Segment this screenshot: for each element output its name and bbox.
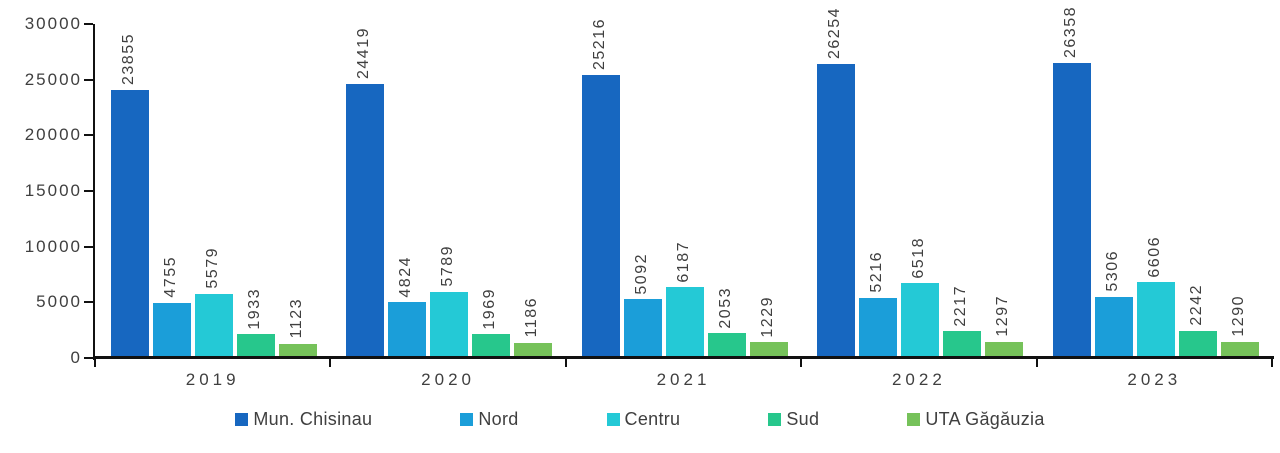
bar-uta-g-g-uzia-2023 xyxy=(1220,341,1259,356)
bar-value-label: 6606 xyxy=(1145,235,1163,278)
bar-centru-2023 xyxy=(1136,282,1175,356)
bar-nord-2019 xyxy=(153,303,191,356)
bar-mun-chisinau-2022 xyxy=(817,63,856,356)
x-axis-label: 2019 xyxy=(185,370,240,389)
y-axis-label: 30000 xyxy=(24,14,82,33)
y-axis-label: 25000 xyxy=(24,69,82,89)
bar-value-label: 2217 xyxy=(952,284,970,327)
y-axis-label: 5000 xyxy=(36,292,82,312)
legend-label: Sud xyxy=(786,409,820,429)
bar-value-label: 26358 xyxy=(1061,5,1079,58)
bar-centru-2021 xyxy=(665,287,704,356)
legend-label: Mun. Chisinau xyxy=(253,409,373,429)
bar-sud-2023 xyxy=(1178,331,1217,356)
y-tick xyxy=(84,245,93,248)
y-axis-label: 15000 xyxy=(24,181,82,200)
x-tick xyxy=(564,359,567,367)
bar-value-label: 26254 xyxy=(826,6,844,59)
bar-value-label: 1123 xyxy=(288,298,305,339)
legend-swatch-icon xyxy=(907,413,921,426)
bar-value-label: 24419 xyxy=(355,27,373,80)
y-axis-label: 10000 xyxy=(24,236,82,256)
x-tick xyxy=(1035,359,1038,367)
bar-mun-chisinau-2020 xyxy=(346,84,385,356)
legend-item-centru: Centru xyxy=(606,409,681,430)
y-tick xyxy=(84,190,93,192)
bar-uta-g-g-uzia-2019 xyxy=(279,343,317,356)
bar-value-label: 5216 xyxy=(868,251,886,293)
bar-uta-g-g-uzia-2022 xyxy=(985,341,1024,356)
bar-value-label: 4755 xyxy=(162,256,179,299)
bar-value-label: 1297 xyxy=(994,294,1012,337)
x-axis-label: 2020 xyxy=(421,370,475,389)
x-axis-label: 2023 xyxy=(1127,370,1182,389)
legend-label: UTA Găgăuzia xyxy=(925,409,1045,429)
x-tick xyxy=(94,359,96,367)
bar-value-label: 23855 xyxy=(120,33,137,86)
bar-sud-2019 xyxy=(237,334,275,356)
legend-swatch-icon xyxy=(235,413,249,426)
y-tick xyxy=(84,78,93,81)
x-axis xyxy=(93,356,1274,359)
bar-value-label: 5306 xyxy=(1103,250,1121,292)
bar-sud-2020 xyxy=(472,334,511,356)
legend: Mun. Chisinau Nord Centru Sud UTA Găgăuzia xyxy=(0,409,1280,430)
y-axis-label: 20000 xyxy=(24,125,82,145)
bar-centru-2020 xyxy=(430,291,469,356)
bar-mun-chisinau-2021 xyxy=(581,75,620,356)
bar-value-label: 2242 xyxy=(1187,284,1205,327)
bar-value-label: 5789 xyxy=(439,244,457,287)
bar-value-label: 1933 xyxy=(246,287,263,330)
bar-nord-2022 xyxy=(859,297,898,356)
legend-item-sud: Sud xyxy=(768,409,819,430)
legend-swatch-icon xyxy=(606,413,620,426)
bar-sud-2022 xyxy=(943,331,982,356)
bar-mun-chisinau-2019 xyxy=(111,90,149,356)
legend-label: Centru xyxy=(624,409,681,429)
bar-sud-2021 xyxy=(707,333,746,356)
x-tick xyxy=(800,359,803,367)
bar-value-label: 1290 xyxy=(1229,295,1247,337)
bar-centru-2019 xyxy=(195,293,233,356)
x-axis-label: 2021 xyxy=(656,370,711,389)
y-axis xyxy=(93,24,95,360)
bar-value-label: 5092 xyxy=(632,252,650,295)
bar-value-label: 6187 xyxy=(674,240,692,283)
bar-value-label: 5579 xyxy=(204,247,221,289)
y-axis-label: 0 xyxy=(70,348,82,367)
legend-item-mun-chisinau: Mun. Chisinau xyxy=(235,409,372,430)
bar-value-label: 1186 xyxy=(523,297,541,338)
x-tick xyxy=(1271,359,1273,367)
bar-value-label: 2053 xyxy=(716,286,734,329)
y-tick xyxy=(84,301,93,304)
legend-item-uta-g-g-uzia: UTA Găgăuzia xyxy=(907,409,1044,430)
bar-nord-2023 xyxy=(1094,296,1133,356)
x-tick xyxy=(329,359,332,367)
y-tick xyxy=(84,357,93,359)
legend-swatch-icon xyxy=(768,413,782,426)
legend-label: Nord xyxy=(478,409,519,429)
y-tick xyxy=(84,23,93,25)
bar-uta-g-g-uzia-2021 xyxy=(749,342,788,356)
bar-centru-2022 xyxy=(901,283,940,356)
x-axis-label: 2022 xyxy=(891,370,946,389)
bar-mun-chisinau-2023 xyxy=(1052,62,1091,356)
y-tick xyxy=(84,134,93,137)
legend-item-nord: Nord xyxy=(460,409,518,430)
bar-uta-g-g-uzia-2020 xyxy=(514,342,553,356)
bar-nord-2021 xyxy=(623,299,662,356)
bar-value-label: 1969 xyxy=(481,287,499,330)
legend-swatch-icon xyxy=(460,413,474,426)
bar-value-label: 4824 xyxy=(397,255,415,298)
bar-value-label: 1229 xyxy=(758,295,776,338)
bar-nord-2020 xyxy=(388,302,427,356)
bar-value-label: 6518 xyxy=(910,236,928,279)
bar-value-label: 25216 xyxy=(590,18,608,71)
